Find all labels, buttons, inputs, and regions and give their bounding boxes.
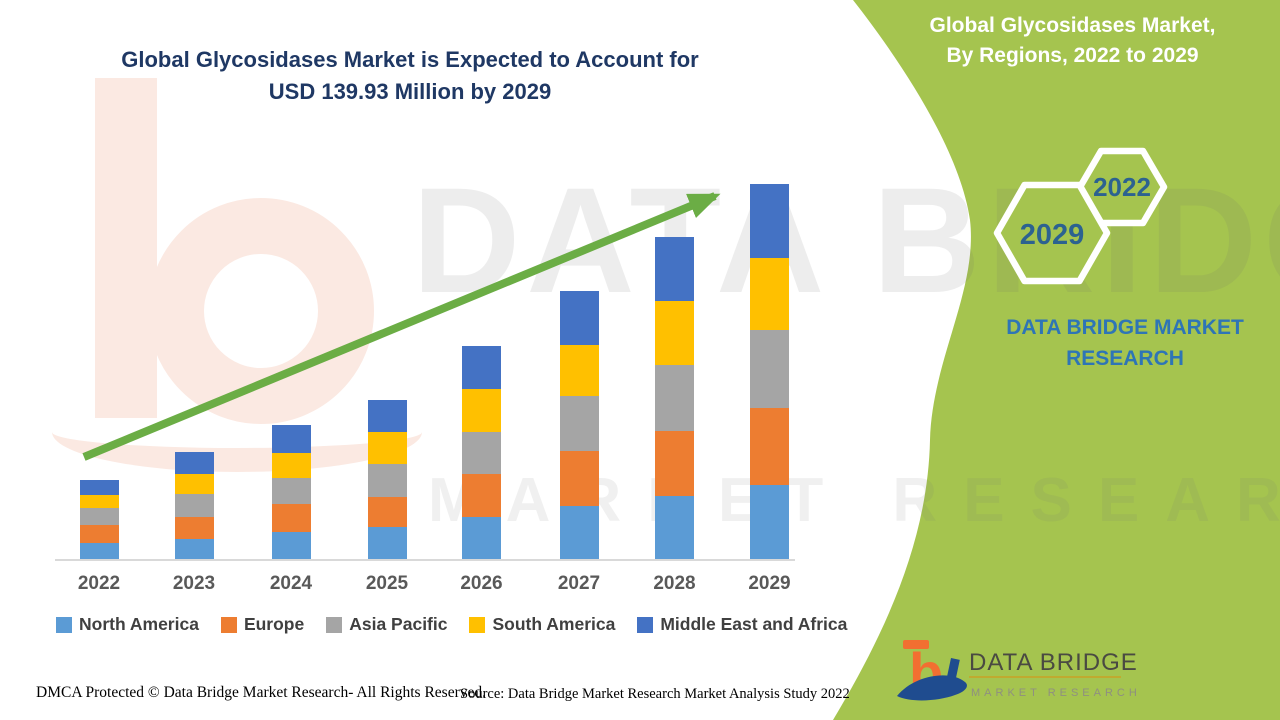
brand-text-line2: RESEARCH xyxy=(1066,347,1184,370)
bar-segment-asia-pacific-2025 xyxy=(367,464,407,497)
bar-segment-europe-2023 xyxy=(174,517,214,539)
bar-segment-north-america-2029 xyxy=(750,485,789,559)
legend-item-asia-pacific: Asia Pacific xyxy=(326,614,447,635)
bar-segment-asia-pacific-2029 xyxy=(750,330,789,408)
brand-text: DATA BRIDGE MARKET RESEARCH xyxy=(985,312,1265,374)
bar-segment-south-america-2027 xyxy=(559,345,599,396)
legend-label-asia-pacific: Asia Pacific xyxy=(349,614,448,634)
bar-segment-middle-east-and-africa-2022 xyxy=(79,480,119,495)
bar-2026 xyxy=(462,346,501,559)
x-axis-label-2025: 2025 xyxy=(365,573,409,594)
logo-subtitle: MARKET RESEARCH xyxy=(971,687,1141,699)
chart-legend: North America Europe Asia Pacific South Ame… xyxy=(56,614,847,635)
chart-title-line1: Global Glycosidases Market is Expected t… xyxy=(121,47,699,72)
bar-segment-north-america-2024 xyxy=(271,532,311,559)
hexagon-2022-label: 2022 xyxy=(1093,172,1151,202)
bar-segment-middle-east-and-africa-2023 xyxy=(174,452,214,474)
x-axis-label-2027: 2027 xyxy=(557,573,601,594)
bar-segment-south-america-2028 xyxy=(655,301,694,365)
legend-swatch-north-america xyxy=(56,616,72,633)
bar-segment-europe-2022 xyxy=(79,525,119,543)
legend-item-europe: Europe xyxy=(220,614,305,635)
x-axis-line xyxy=(55,559,795,561)
bar-segment-north-america-2025 xyxy=(367,527,407,559)
bar-segment-asia-pacific-2024 xyxy=(271,478,311,504)
green-panel-shape xyxy=(833,0,1280,720)
legend-swatch-asia-pacific xyxy=(326,616,343,633)
legend-label-middle-east-and-africa: Middle East and Africa xyxy=(660,614,848,634)
bar-segment-south-america-2026 xyxy=(462,389,501,432)
hexagon-2029-label: 2029 xyxy=(1020,219,1085,251)
bar-segment-asia-pacific-2028 xyxy=(655,365,694,431)
bar-segment-south-america-2029 xyxy=(750,258,789,330)
bar-segment-south-america-2022 xyxy=(79,495,119,508)
side-panel-title-line1: Global Glycosidases Market, xyxy=(929,14,1216,37)
bar-segment-north-america-2023 xyxy=(174,539,214,559)
data-bridge-logo: b DATA BRIDGE MARKET RESEARCH xyxy=(897,640,1137,704)
bar-2027 xyxy=(559,291,599,559)
x-axis-label-2024: 2024 xyxy=(269,573,313,594)
bar-2025 xyxy=(367,400,407,559)
chart-title-line2: USD 139.93 Million by 2029 xyxy=(268,79,552,104)
bar-segment-asia-pacific-2026 xyxy=(462,432,501,474)
x-axis-label-2022: 2022 xyxy=(77,573,121,594)
x-axis-label-2023: 2023 xyxy=(172,573,216,594)
bar-2024 xyxy=(271,425,311,559)
side-panel-title-line2: By Regions, 2022 to 2029 xyxy=(946,44,1199,67)
bar-segment-south-america-2025 xyxy=(367,432,407,464)
logo-b-flag xyxy=(903,640,929,649)
bar-segment-europe-2029 xyxy=(750,408,789,485)
bar-segment-middle-east-and-africa-2028 xyxy=(655,237,694,301)
bar-segment-middle-east-and-africa-2027 xyxy=(559,291,599,345)
bar-segment-north-america-2028 xyxy=(655,496,694,559)
bar-2028 xyxy=(655,237,694,559)
bar-segment-north-america-2027 xyxy=(559,506,599,559)
bar-segment-europe-2024 xyxy=(271,504,311,532)
x-axis-label-2026: 2026 xyxy=(460,573,503,594)
logo-swoosh xyxy=(897,675,967,701)
bar-segment-asia-pacific-2027 xyxy=(559,396,599,451)
bar-segment-middle-east-and-africa-2026 xyxy=(462,346,501,389)
bar-segment-south-america-2024 xyxy=(271,453,311,478)
legend-swatch-europe xyxy=(220,616,237,633)
x-axis-label-2029: 2029 xyxy=(748,573,791,594)
bar-segment-asia-pacific-2023 xyxy=(174,494,214,517)
side-panel-title: Global Glycosidases Market, By Regions, … xyxy=(900,11,1245,71)
x-axis-label-2028: 2028 xyxy=(653,573,696,594)
bar-2022 xyxy=(79,480,119,559)
bar-segment-north-america-2022 xyxy=(79,543,119,559)
legend-item-south-america: South America xyxy=(469,614,615,635)
legend-label-north-america: North America xyxy=(79,614,199,634)
bar-segment-asia-pacific-2022 xyxy=(79,508,119,525)
legend-item-middle-east-and-africa: Middle East and Africa xyxy=(637,614,847,635)
bar-segment-europe-2027 xyxy=(559,451,599,506)
bar-segment-europe-2026 xyxy=(462,474,501,517)
hexagon-2029 xyxy=(993,181,1111,285)
bar-segment-north-america-2026 xyxy=(462,517,501,559)
bar-segment-middle-east-and-africa-2025 xyxy=(367,400,407,432)
bar-segment-middle-east-and-africa-2024 xyxy=(271,425,311,453)
footer-source-text: Source: Data Bridge Market Research Mark… xyxy=(460,686,850,702)
watermark-text-market-research: MARKET RESEARCH xyxy=(428,466,1280,535)
bar-2029 xyxy=(750,184,789,559)
hexagon-year-badges: 2022 2029 xyxy=(993,147,1168,285)
bar-segment-europe-2028 xyxy=(655,431,694,496)
footer-dmca-text: DMCA Protected © Data Bridge Market Rese… xyxy=(36,684,486,701)
legend-item-north-america: North America xyxy=(56,614,199,635)
bar-segment-middle-east-and-africa-2029 xyxy=(750,184,789,258)
legend-swatch-middle-east-and-africa xyxy=(637,616,654,633)
brand-text-line1: DATA BRIDGE MARKET xyxy=(1006,316,1244,339)
legend-swatch-south-america xyxy=(469,616,486,633)
chart-title: Global Glycosidases Market is Expected t… xyxy=(40,44,780,108)
bar-2023 xyxy=(174,452,214,559)
bar-segment-europe-2025 xyxy=(367,497,407,527)
logo-name: DATA BRIDGE xyxy=(969,649,1138,676)
legend-label-south-america: South America xyxy=(492,614,616,634)
bar-segment-south-america-2023 xyxy=(174,474,214,494)
legend-label-europe: Europe xyxy=(243,614,305,634)
